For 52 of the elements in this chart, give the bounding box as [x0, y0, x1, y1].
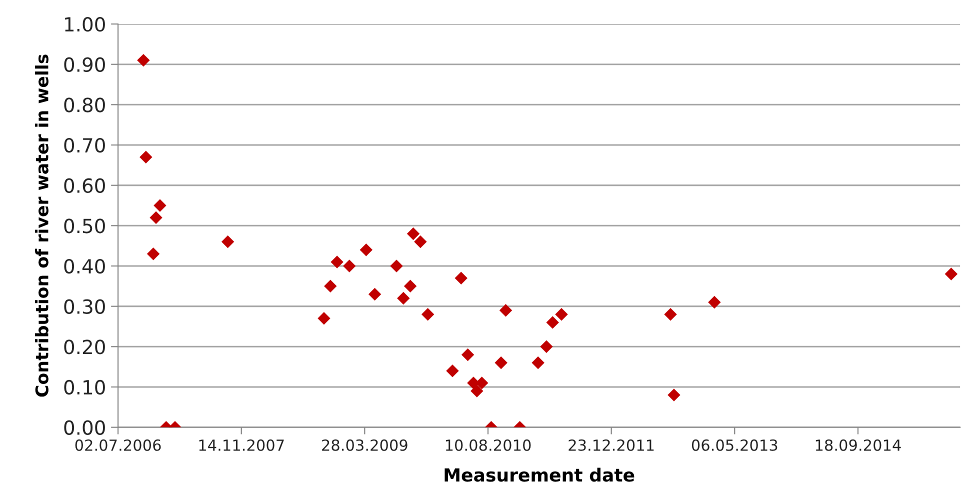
- y-tick-label: 0.70: [64, 138, 105, 153]
- y-tick-label: 0.90: [64, 57, 105, 72]
- point: [446, 364, 459, 378]
- point: [150, 211, 162, 224]
- y-tick-label: 0.60: [64, 178, 105, 193]
- x-tick-label: 02.07.2006: [75, 439, 161, 451]
- x-tick-label: 18.09.2014: [816, 439, 901, 451]
- x-tick-label: 06.05.2013: [692, 439, 778, 451]
- point: [318, 312, 330, 325]
- point: [461, 348, 474, 362]
- point: [532, 356, 544, 370]
- point: [708, 296, 721, 309]
- point: [494, 356, 508, 370]
- point: [944, 268, 958, 280]
- point: [330, 256, 344, 268]
- point: [397, 292, 410, 305]
- point: [140, 150, 152, 164]
- point: [404, 280, 417, 293]
- x-tick-label: 10.08.2010: [446, 439, 531, 451]
- y-tick-label: 0.80: [64, 98, 105, 112]
- x-tick-label: 28.03.2009: [322, 439, 408, 451]
- x-tick-label: 23.12.2011: [568, 439, 654, 451]
- point: [146, 248, 160, 260]
- y-tick-label: 0.40: [64, 258, 105, 274]
- point: [406, 227, 420, 240]
- y-tick-label: 0.00: [64, 420, 105, 435]
- y-tick-label: 0.10: [64, 380, 105, 395]
- y-axis-title: Contribution of river water in wells: [35, 54, 48, 397]
- point: [414, 235, 427, 248]
- point: [470, 384, 484, 398]
- point: [221, 235, 234, 248]
- point: [137, 54, 150, 67]
- point: [343, 260, 356, 272]
- point: [555, 308, 568, 321]
- point: [546, 316, 559, 329]
- point: [324, 280, 337, 293]
- y-tick-label: 0.20: [64, 340, 105, 354]
- point: [664, 308, 677, 321]
- x-tick-label: 14.11.2007: [199, 439, 284, 451]
- point: [540, 340, 553, 354]
- point: [499, 304, 512, 317]
- point: [360, 243, 373, 256]
- point: [368, 288, 382, 301]
- point: [390, 260, 403, 272]
- x-axis-title: Measurement date: [444, 468, 634, 482]
- point: [154, 199, 166, 212]
- y-tick-label: 0.50: [64, 218, 105, 234]
- y-tick-label: 1.00: [65, 16, 105, 32]
- y-tick-label: 0.30: [64, 299, 105, 314]
- point: [668, 388, 680, 402]
- point: [454, 272, 468, 284]
- point: [421, 308, 434, 321]
